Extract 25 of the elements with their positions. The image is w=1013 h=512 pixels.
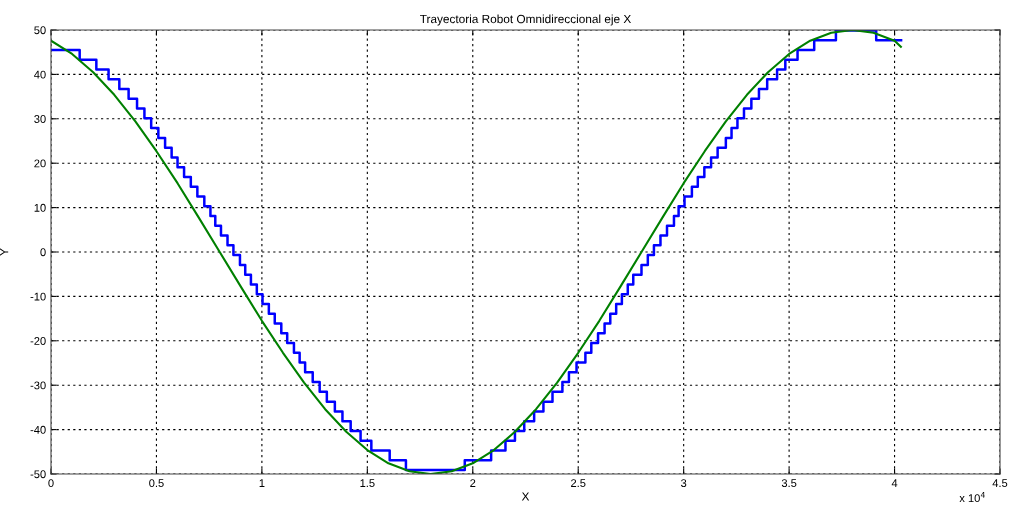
y-axis-title: Y (0, 248, 9, 256)
x-tick-label: 3 (681, 479, 687, 488)
chart-title: Trayectoria Robot Omnidireccional eje X (420, 14, 631, 26)
y-tick-label: 50 (34, 26, 46, 35)
text: x 10$^{4}$ (959, 492, 985, 503)
x-tick-label: 2.5 (571, 479, 586, 488)
y-tick-label: -20 (30, 337, 46, 345)
x-tick-label: 4.5 (992, 479, 1008, 488)
y-tick-label: 40 (34, 70, 46, 79)
x-tick-label: 2 (470, 479, 476, 487)
x-tick-label: 0.5 (149, 479, 164, 488)
y-tick-label: -50 (30, 470, 46, 479)
x-tick-label: 0 (48, 479, 54, 488)
y-tick-label: 20 (34, 159, 46, 168)
x-tick-label: 1.5 (360, 479, 375, 488)
x-tick-label: 4 (891, 479, 898, 487)
x-tick-label: 3.5 (781, 479, 797, 488)
y-tick-label: 30 (34, 115, 46, 123)
x-tick-label: 1 (259, 479, 265, 487)
y-tick-label: -10 (30, 292, 46, 301)
x-axis-title: X (521, 492, 530, 501)
y-tick-label: 10 (34, 203, 46, 212)
y-tick-label: -40 (30, 425, 46, 434)
y-tick-label: 0 (40, 248, 46, 257)
y-tick-label: -30 (30, 381, 46, 390)
